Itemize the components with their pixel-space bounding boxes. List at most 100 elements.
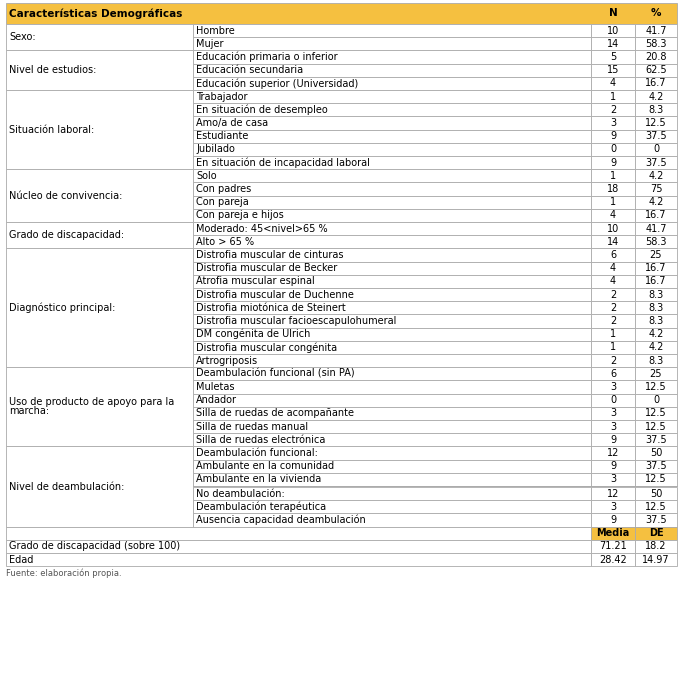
Text: Muletas: Muletas [196, 382, 234, 392]
Bar [591, 183, 635, 196]
Bar [591, 37, 635, 50]
Text: 3: 3 [610, 502, 616, 512]
Text: Grado de discapacidad:: Grado de discapacidad: [9, 230, 124, 240]
Text: 1: 1 [610, 329, 616, 339]
Text: 25: 25 [650, 369, 663, 379]
Text: 3: 3 [610, 409, 616, 418]
Bar [635, 183, 677, 196]
Bar [635, 169, 677, 183]
Bar [193, 433, 591, 446]
Text: Deambulación funcional (sin PA): Deambulación funcional (sin PA) [196, 369, 354, 379]
Bar [193, 103, 591, 116]
Bar [193, 209, 591, 222]
Bar [193, 327, 591, 341]
Bar [635, 301, 677, 314]
Bar [591, 196, 635, 209]
Bar [635, 143, 677, 156]
Text: 8.3: 8.3 [648, 316, 664, 326]
Bar [635, 380, 677, 393]
Bar [635, 526, 677, 539]
Text: Silla de ruedas de acompañante: Silla de ruedas de acompañante [196, 409, 354, 418]
Bar [6, 249, 193, 367]
Bar [193, 156, 591, 169]
Bar [635, 116, 677, 130]
Text: 12.5: 12.5 [645, 475, 667, 484]
Text: Artrogriposis: Artrogriposis [196, 356, 258, 366]
Bar [6, 539, 591, 553]
Bar [193, 183, 591, 196]
Text: 14: 14 [607, 39, 619, 49]
Text: Sexo:: Sexo: [9, 32, 36, 42]
Text: 25: 25 [650, 250, 663, 260]
Bar [591, 249, 635, 262]
Text: Diagnóstico principal:: Diagnóstico principal: [9, 302, 115, 313]
Text: 20.8: 20.8 [645, 52, 667, 62]
Bar [591, 513, 635, 526]
Text: 14.97: 14.97 [642, 555, 670, 564]
Bar [591, 63, 635, 76]
Text: Amo/a de casa: Amo/a de casa [196, 118, 268, 128]
Bar [193, 354, 591, 367]
Text: DM congénita de Ulrich: DM congénita de Ulrich [196, 329, 310, 340]
Bar [635, 50, 677, 63]
Text: 3: 3 [610, 475, 616, 484]
Text: 16.7: 16.7 [645, 263, 667, 274]
Text: 3: 3 [610, 382, 616, 392]
Bar [591, 169, 635, 183]
Text: 9: 9 [610, 515, 616, 525]
Bar [591, 341, 635, 354]
Text: 4: 4 [610, 276, 616, 287]
Text: Ambulante en la vivienda: Ambulante en la vivienda [196, 475, 321, 484]
Text: Distrofia muscular de cinturas: Distrofia muscular de cinturas [196, 250, 344, 260]
Text: Solo: Solo [196, 171, 217, 181]
Text: 4.2: 4.2 [648, 92, 664, 101]
Bar [635, 553, 677, 566]
Bar [635, 407, 677, 420]
Bar [591, 487, 635, 500]
Text: 0: 0 [610, 145, 616, 154]
Text: 12: 12 [607, 448, 619, 458]
Bar [193, 90, 591, 103]
Bar [591, 354, 635, 367]
Bar [193, 446, 591, 460]
Text: 12.5: 12.5 [645, 502, 667, 512]
Text: 12: 12 [607, 489, 619, 499]
Bar [193, 460, 591, 473]
Bar [591, 314, 635, 327]
Text: %: % [651, 8, 661, 19]
Bar [591, 380, 635, 393]
Bar [591, 143, 635, 156]
Text: 10: 10 [607, 224, 619, 234]
Text: 15: 15 [607, 65, 619, 75]
Text: 71.21: 71.21 [599, 542, 627, 551]
Bar [193, 222, 591, 235]
Bar [6, 367, 193, 446]
Bar [591, 433, 635, 446]
Text: 16.7: 16.7 [645, 79, 667, 88]
Text: 8.3: 8.3 [648, 105, 664, 115]
Text: 4: 4 [610, 263, 616, 274]
Text: 58.3: 58.3 [645, 39, 667, 49]
Bar [6, 446, 193, 526]
Bar [635, 275, 677, 288]
Bar [635, 314, 677, 327]
Text: 18: 18 [607, 184, 619, 194]
Text: En situación de incapacidad laboral: En situación de incapacidad laboral [196, 157, 370, 168]
Text: 37.5: 37.5 [645, 131, 667, 141]
Text: Jubilado: Jubilado [196, 145, 235, 154]
Text: 14: 14 [607, 237, 619, 247]
Text: Con pareja e hijos: Con pareja e hijos [196, 210, 283, 220]
Bar [635, 446, 677, 460]
Text: 16.7: 16.7 [645, 210, 667, 220]
Bar [193, 513, 591, 526]
Text: 1: 1 [610, 197, 616, 207]
Text: Silla de ruedas electrónica: Silla de ruedas electrónica [196, 435, 325, 445]
Bar [635, 156, 677, 169]
Text: Con pareja: Con pareja [196, 197, 249, 207]
Bar [591, 407, 635, 420]
Bar [635, 513, 677, 526]
Text: 8.3: 8.3 [648, 356, 664, 366]
Bar [635, 354, 677, 367]
Bar [193, 341, 591, 354]
Bar [591, 156, 635, 169]
